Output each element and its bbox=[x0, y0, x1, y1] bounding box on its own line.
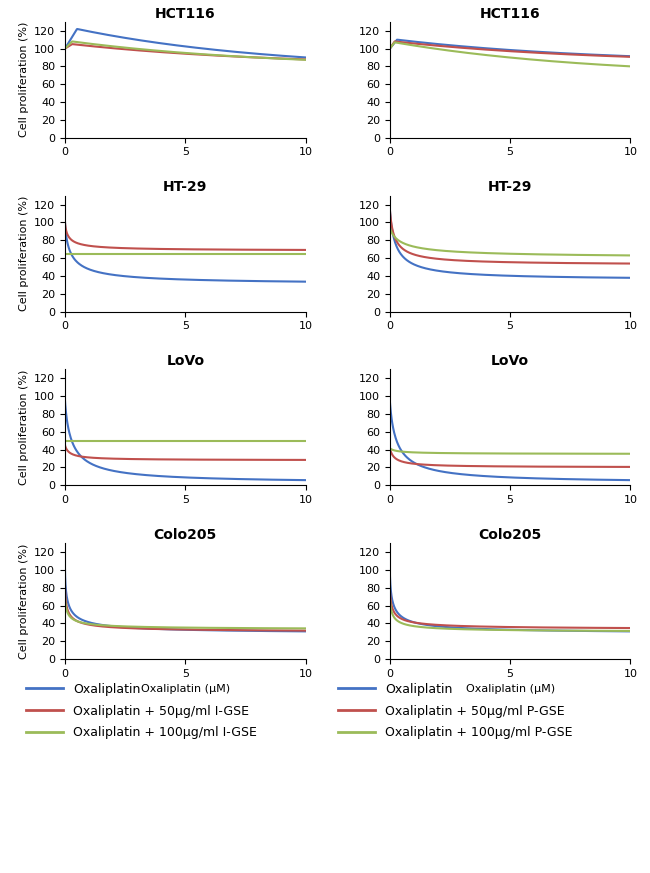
Y-axis label: Cell proliferation (%): Cell proliferation (%) bbox=[19, 544, 29, 659]
Title: HT-29: HT-29 bbox=[163, 181, 207, 195]
Title: HCT116: HCT116 bbox=[155, 7, 216, 21]
Y-axis label: Cell proliferation (%): Cell proliferation (%) bbox=[19, 196, 29, 312]
X-axis label: Oxaliplatin (μM): Oxaliplatin (μM) bbox=[141, 684, 230, 694]
X-axis label: Oxaliplatin (μM): Oxaliplatin (μM) bbox=[465, 684, 554, 694]
Title: LoVo: LoVo bbox=[491, 354, 529, 368]
Y-axis label: Cell proliferation (%): Cell proliferation (%) bbox=[19, 369, 29, 485]
Title: HCT116: HCT116 bbox=[480, 7, 541, 21]
Legend: Oxaliplatin, Oxaliplatin + 50μg/ml I-GSE, Oxaliplatin + 100μg/ml I-GSE: Oxaliplatin, Oxaliplatin + 50μg/ml I-GSE… bbox=[26, 683, 257, 739]
Title: Colo205: Colo205 bbox=[478, 528, 542, 542]
Title: HT-29: HT-29 bbox=[488, 181, 532, 195]
Title: Colo205: Colo205 bbox=[153, 528, 217, 542]
Legend: Oxaliplatin, Oxaliplatin + 50μg/ml P-GSE, Oxaliplatin + 100μg/ml P-GSE: Oxaliplatin, Oxaliplatin + 50μg/ml P-GSE… bbox=[338, 683, 573, 739]
Title: LoVo: LoVo bbox=[166, 354, 204, 368]
Y-axis label: Cell proliferation (%): Cell proliferation (%) bbox=[19, 22, 29, 137]
